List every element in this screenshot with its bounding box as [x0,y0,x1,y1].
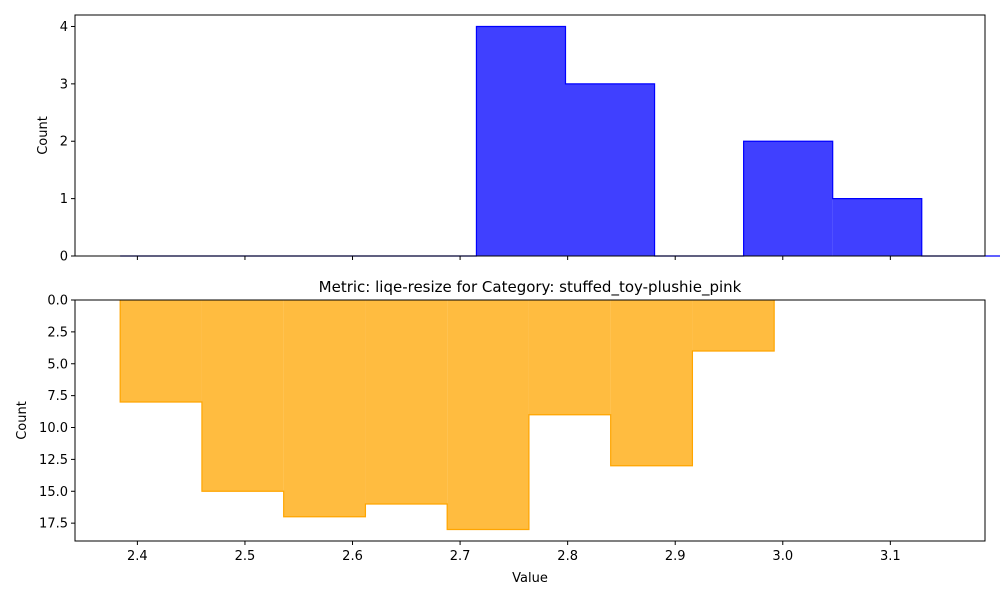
top-histogram-panel: 0 1 2 3 4 Count [36,14,1000,265]
top-ytick-label-3: 3 [60,77,68,92]
bottom-bar-2 [283,300,366,517]
bottom-xtick-label-5: 2.9 [665,549,686,564]
bottom-ytick-label-4: 10.0 [39,421,68,436]
top-ytick-label-0: 0 [60,250,68,265]
top-bar-8 [832,198,922,256]
bottom-histogram-panel: Metric: liqe-resize for Category: stuffe… [15,278,986,586]
bottom-ytick-label-6: 15.0 [39,485,68,500]
bottom-bar-5 [528,300,611,415]
top-bar-5 [565,83,655,256]
bottom-xtick-label-6: 3.0 [772,549,793,564]
bottom-bar-7 [692,300,775,352]
top-x-ticks [136,256,891,260]
bottom-xtick-label-2: 2.6 [342,549,363,564]
bottom-xtick-label-3: 2.7 [450,549,471,564]
top-plot-frame [74,14,986,257]
top-ytick-label-2: 2 [60,135,68,150]
bottom-x-ticks: 2.4 2.5 2.6 2.7 2.8 2.9 3.0 3.1 [127,541,901,564]
bottom-ytick-label-2: 5.0 [47,357,68,372]
bottom-y-ticks: 0.0 2.5 5.0 7.5 10.0 12.5 15.0 17.5 [39,294,75,532]
bottom-bar-3 [365,300,448,505]
bottom-ytick-label-3: 7.5 [47,389,68,404]
bottom-xtick-label-0: 2.4 [127,549,148,564]
bottom-y-axis-label: Count [15,401,30,440]
top-ytick-label-4: 4 [60,20,68,35]
top-bar-7 [743,141,833,256]
top-bar-4 [476,26,566,256]
bottom-chart-title: Metric: liqe-resize for Category: stuffe… [319,278,742,297]
bottom-ytick-label-5: 12.5 [39,453,68,468]
bottom-x-axis-label: Value [512,571,548,586]
bottom-xtick-label-7: 3.1 [880,549,901,564]
top-ytick-label-1: 1 [60,192,68,207]
bottom-bar-0 [120,300,202,403]
top-y-axis-label: Count [36,116,51,155]
bottom-histogram-bars [119,300,775,531]
top-y-ticks: 0 1 2 3 4 [60,20,75,265]
bottom-bar-1 [201,300,284,492]
bottom-ytick-label-7: 17.5 [39,517,68,532]
bottom-bar-4 [447,300,529,530]
bottom-ytick-label-0: 0.0 [47,294,68,309]
bottom-ytick-label-1: 2.5 [47,325,68,340]
top-histogram-bars [120,25,1000,257]
bottom-xtick-label-1: 2.5 [235,549,256,564]
bottom-bar-6 [610,300,693,466]
bottom-step-outline [119,300,775,531]
bottom-plot-frame [74,299,986,542]
bottom-xtick-label-4: 2.8 [557,549,578,564]
